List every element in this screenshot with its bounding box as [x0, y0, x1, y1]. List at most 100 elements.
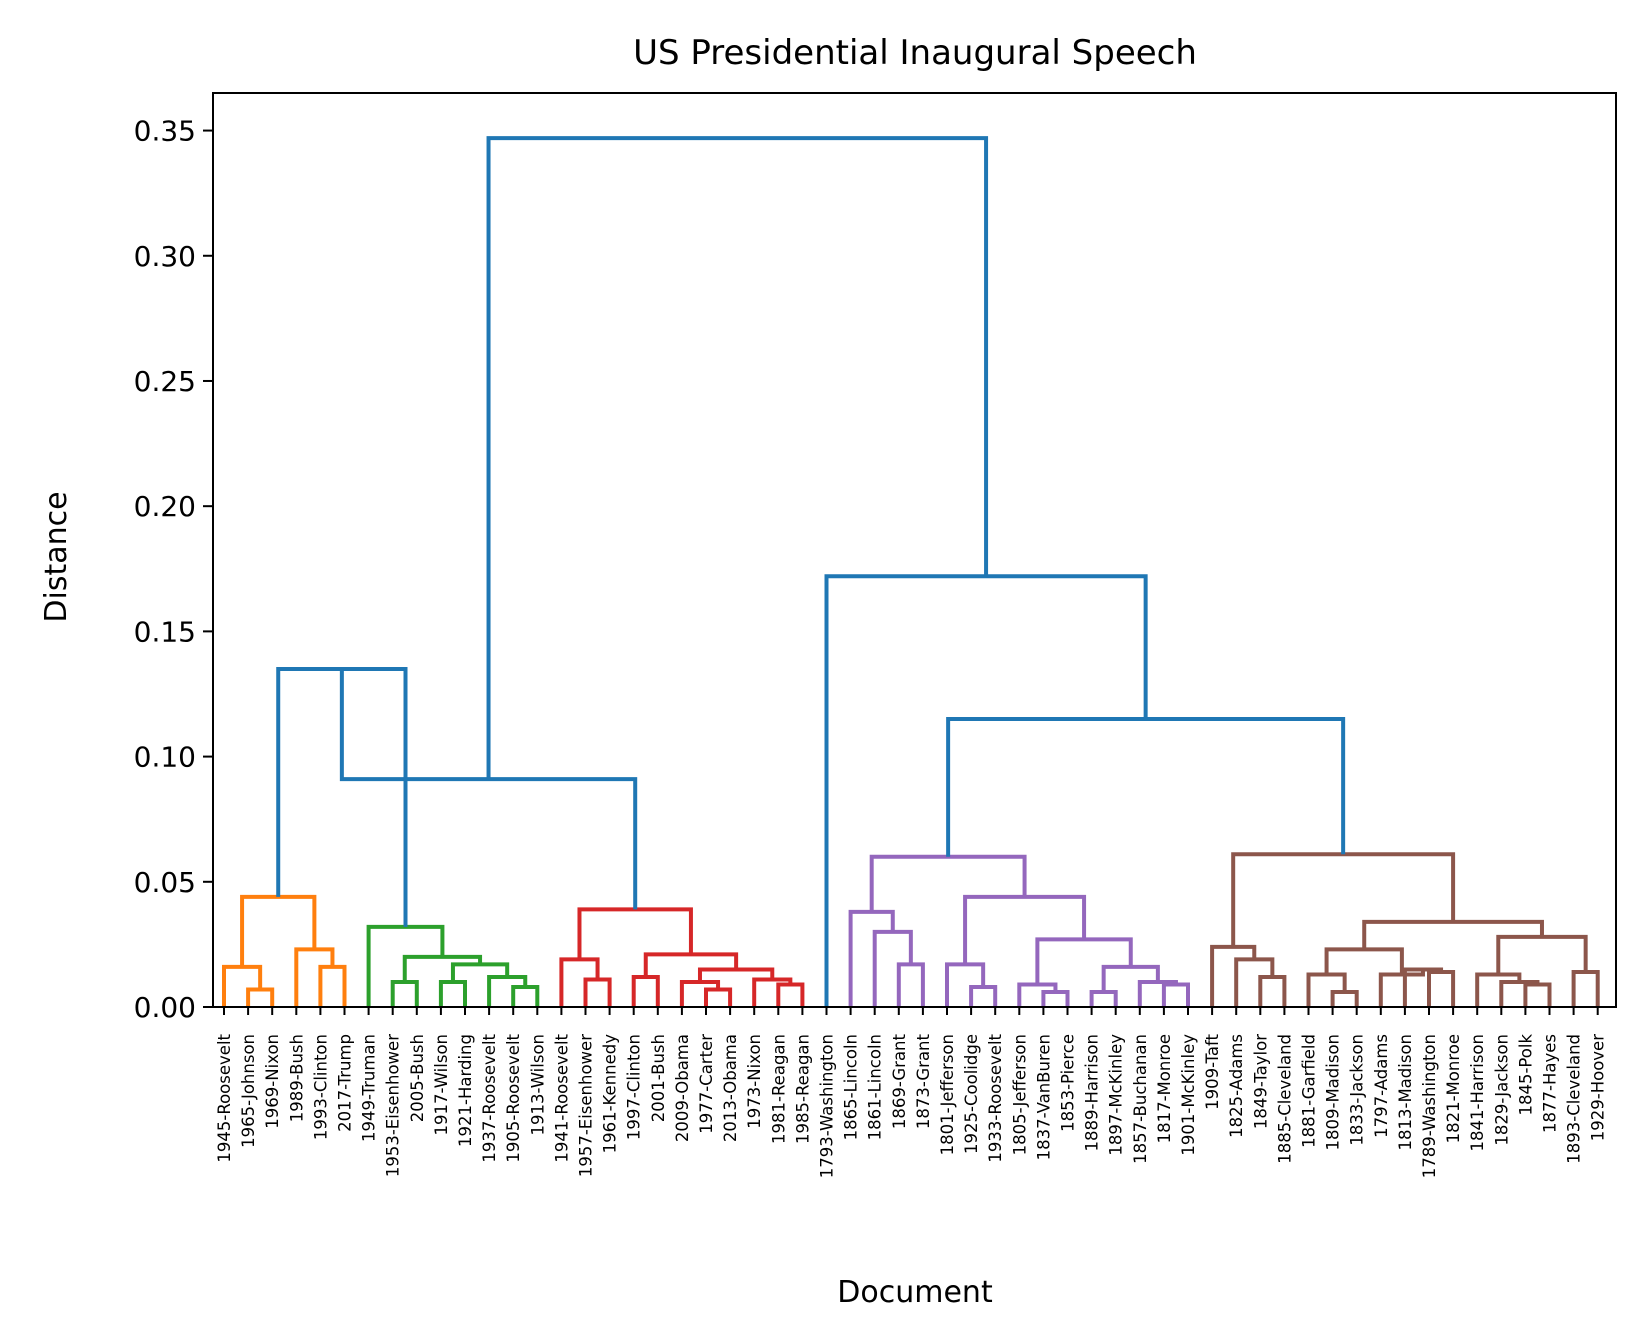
y-tick-label: 0.05 [134, 866, 196, 899]
leaf-label: 1849-Taylor [1251, 1034, 1270, 1129]
dendrogram-link [1499, 979, 1540, 1007]
dendrogram-link [752, 977, 793, 1007]
dendrogram-link [511, 984, 540, 1007]
dendrogram-link [1234, 957, 1275, 1007]
dendrogram-link [577, 907, 693, 960]
leaf-label: 1885-Cleveland [1275, 1034, 1294, 1164]
y-tick-label: 0.10 [134, 741, 196, 774]
dendrogram-link [1101, 964, 1160, 992]
dendrogram-link [1496, 934, 1588, 975]
leaf-label: 1981-Reagan [769, 1034, 788, 1144]
leaf-label: 1965-Johnson [239, 1034, 258, 1148]
dendrogram-link [1210, 944, 1257, 1007]
leaf-label: 1805-Jefferson [1010, 1034, 1029, 1155]
y-tick-label: 0.15 [134, 615, 196, 648]
dendrogram-link [1330, 989, 1359, 1007]
leaf-label: 1913-Wilson [528, 1034, 547, 1136]
dendrogram-link [294, 947, 335, 1007]
dendrogram-link [559, 957, 600, 1007]
leaf-label: 1793-Washington [818, 1034, 837, 1178]
dendrogram-link [1571, 969, 1600, 1007]
dendrogram-link [969, 984, 998, 1007]
leaf-label: 1901-McKinley [1179, 1034, 1198, 1156]
leaf-label: 1801-Jefferson [938, 1034, 957, 1155]
leaf-label: 1861-Lincoln [866, 1034, 885, 1140]
leaf-label: 1897-McKinley [1107, 1034, 1126, 1156]
dendrogram-link [1523, 982, 1552, 1007]
leaf-label: 1977-Carter [697, 1034, 716, 1134]
leaf-label: 1841-Harrison [1468, 1034, 1487, 1151]
leaf-label: 1909-Taft [1203, 1033, 1222, 1109]
dendrogram-link [390, 979, 419, 1007]
leaf-label: 2005-Bush [408, 1034, 427, 1122]
leaf-label: 1813-Madison [1396, 1034, 1415, 1151]
leaf-label: 1989-Bush [287, 1034, 306, 1122]
leaf-labels: 1945-Roosevelt 1965-Johnson 1969-Nixon 1989… [215, 1007, 1608, 1178]
dendrogram-link [276, 666, 408, 927]
dendrogram-link [438, 979, 467, 1007]
dendrogram-link [872, 929, 913, 1007]
leaf-label: 1993-Clinton [311, 1034, 330, 1140]
x-axis-label: Document [837, 1275, 993, 1310]
y-tick-label: 0.30 [134, 240, 196, 273]
leaf-label: 1853-Pierce [1059, 1034, 1078, 1132]
leaf-label: 1905-Roosevelt [504, 1033, 523, 1162]
leaf-label: 1985-Reagan [793, 1034, 812, 1144]
dendrogram-link [896, 962, 925, 1007]
leaf-label: 1945-Roosevelt [215, 1033, 234, 1162]
leaf-label: 1857-Buchanan [1131, 1034, 1150, 1164]
leaf-label: 1917-Wilson [432, 1034, 451, 1136]
leaf-label: 1837-VanBuren [1034, 1034, 1053, 1160]
leaf-label: 2017-Trump [336, 1034, 355, 1132]
dendrogram-link [1427, 969, 1456, 1007]
y-tick-label: 0.35 [134, 115, 196, 148]
leaf-label: 1957-Eisenhower [577, 1034, 596, 1177]
chart-title: US Presidential Inaugural Speech [633, 33, 1197, 73]
dendrogram-link [246, 987, 275, 1007]
dendrogram-link [318, 964, 347, 1007]
y-tick-label: 0.25 [134, 365, 196, 398]
y-tick-label: 0.20 [134, 490, 196, 523]
dendrogram-link [776, 982, 805, 1007]
dendrogram-link [631, 974, 660, 1007]
leaf-label: 1817-Monroe [1155, 1034, 1174, 1143]
leaf-label: 1797-Adams [1372, 1034, 1391, 1138]
leaf-label: 1821-Monroe [1444, 1034, 1463, 1143]
dendrogram-link [1475, 972, 1522, 1007]
dendrogram-link [1402, 967, 1444, 1007]
dendrogram-link [869, 854, 1027, 912]
dendrogram-link [450, 962, 510, 982]
dendrogram-link [487, 974, 528, 1007]
leaf-label: 1997-Clinton [625, 1034, 644, 1140]
leaf-label: 1941-Roosevelt [552, 1033, 571, 1162]
plot-frame [212, 92, 1617, 1008]
y-axis: 0.00 0.05 0.10 0.15 0.20 0.25 0.30 0.35 [134, 115, 213, 1024]
dendrogram-link [1378, 969, 1425, 1007]
dendrogram-link [1089, 989, 1118, 1007]
leaf-label: 1809-Madison [1324, 1034, 1343, 1151]
leaf-label: 1961-Kennedy [601, 1034, 620, 1154]
dendrogram-link [583, 977, 612, 1007]
leaf-label: 1825-Adams [1227, 1034, 1246, 1138]
leaf-label: 1925-Coolidge [962, 1034, 981, 1154]
leaf-label: 2001-Bush [649, 1034, 668, 1122]
leaf-label: 1949-Truman [360, 1034, 379, 1142]
dendrogram-link [704, 987, 733, 1007]
dendrogram-link [1231, 852, 1456, 947]
leaf-label: 1929-Hoover [1589, 1034, 1608, 1141]
y-axis-label: Distance [39, 491, 74, 622]
leaf-label: 1893-Cleveland [1565, 1034, 1584, 1164]
dendrogram-link [679, 979, 721, 1007]
dendrogram-link [1306, 972, 1347, 1007]
leaf-label: 2013-Obama [721, 1034, 740, 1142]
leaf-label: 1877-Hayes [1541, 1034, 1560, 1133]
leaf-label: 1881-Garfield [1300, 1034, 1319, 1148]
dendrogram-link [1258, 974, 1287, 1007]
dendrogram-link [848, 909, 895, 1007]
dendrogram-links [222, 136, 1600, 1007]
leaf-label: 1865-Lincoln [842, 1034, 861, 1140]
leaf-label: 1829-Jackson [1492, 1034, 1511, 1146]
dendrogram-link [643, 952, 739, 977]
leaf-label: 1937-Roosevelt [480, 1033, 499, 1162]
